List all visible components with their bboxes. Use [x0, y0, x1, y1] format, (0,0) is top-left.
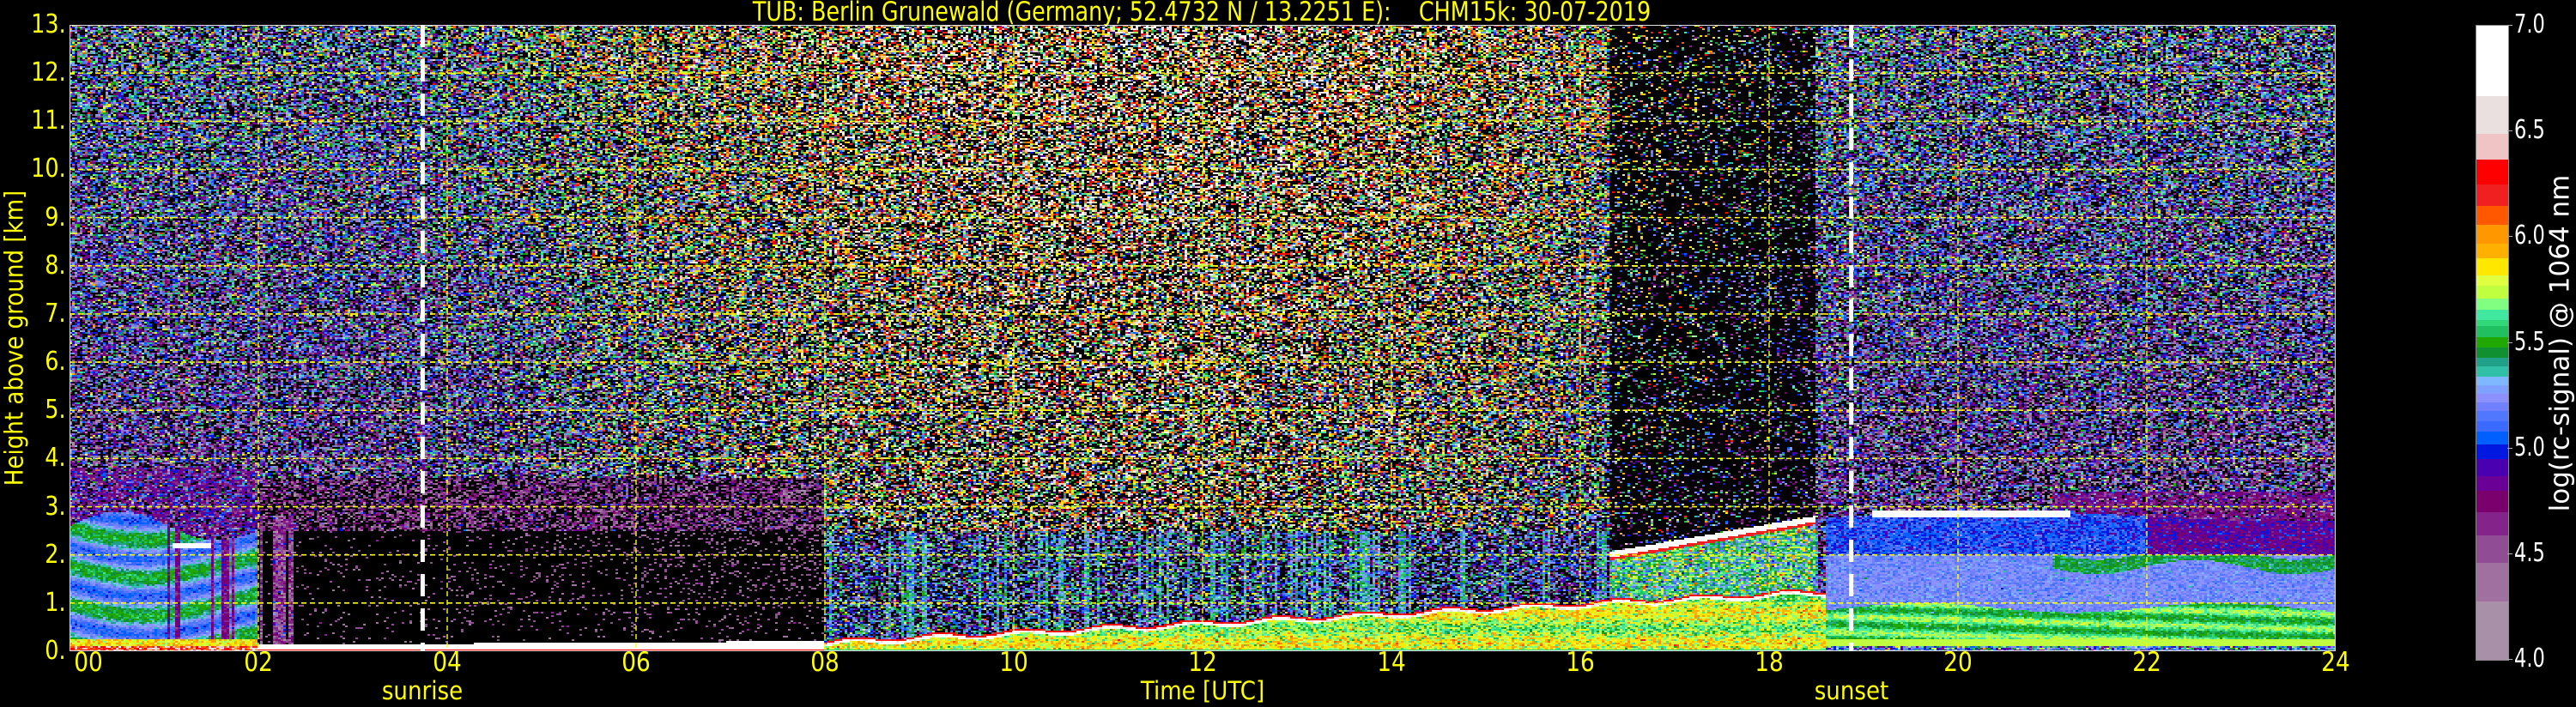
y-tick-label: 0.: [45, 636, 66, 666]
colorbar-segment: [2476, 562, 2508, 601]
x-tick-label: 16: [1566, 647, 1595, 678]
axes-frame: [70, 25, 2336, 651]
colorbar-segment: [2476, 475, 2508, 492]
colorbar-segment: [2476, 159, 2508, 185]
y-tick-label: 8.: [45, 250, 66, 281]
colorbar-segment: [2476, 535, 2508, 564]
x-tick-label: 00: [74, 647, 103, 678]
colorbar-segment: [2476, 257, 2508, 276]
colorbar-segment: [2476, 420, 2508, 432]
colorbar-segment: [2476, 402, 2508, 411]
colorbar-tick-mark: [2507, 659, 2512, 660]
colorbar-segment: [2476, 384, 2508, 395]
colorbar-segment: [2476, 336, 2508, 347]
colorbar-segment: [2476, 298, 2508, 310]
colorbar-segment: [2476, 366, 2508, 378]
colorbar-tick-mark: [2507, 341, 2512, 343]
colorbar-segment: [2476, 490, 2508, 513]
colorbar-tick-mark: [2507, 130, 2512, 132]
colorbar-label: log(rc-signal) @ 1064 nm: [2544, 174, 2576, 512]
colorbar-tick-mark: [2507, 25, 2512, 26]
colorbar-segment: [2476, 325, 2508, 337]
x-tick-label: 12: [1188, 647, 1217, 678]
colorbar-segment: [2476, 205, 2508, 226]
y-tick-label: 9.: [45, 202, 66, 233]
colorbar-segment: [2476, 224, 2508, 245]
colorbar-segment: [2476, 285, 2508, 299]
x-tick-label: 02: [244, 647, 273, 678]
y-tick-label: 7.: [45, 298, 66, 329]
colorbar-segment: [2476, 458, 2508, 477]
colorbar-tick-mark: [2507, 236, 2512, 238]
y-tick-label: 4.: [45, 443, 66, 474]
x-axis-label: Time [UTC]: [1140, 676, 1265, 705]
colorbar-tick-label: 4.0: [2514, 644, 2545, 674]
y-tick-label: 12.: [31, 57, 66, 88]
y-tick-label: 2.: [45, 539, 66, 570]
colorbar-tick-mark: [2507, 553, 2512, 554]
colorbar-segment: [2476, 511, 2508, 536]
colorbar-segment: [2476, 410, 2508, 422]
colorbar: [2476, 25, 2509, 661]
colorbar-segment: [2476, 309, 2508, 320]
plot-area: [70, 25, 2336, 651]
x-tick-label: 24: [2321, 647, 2350, 678]
grid-overlay: [70, 25, 2336, 651]
x-tick-label: 10: [999, 647, 1028, 678]
colorbar-segment: [2476, 393, 2508, 402]
y-tick-label: 11.: [31, 106, 66, 136]
y-tick-label: 6.: [45, 347, 66, 378]
colorbar-segment: [2476, 133, 2508, 160]
colorbar-segment: [2476, 347, 2508, 359]
colorbar-segment: [2476, 95, 2508, 135]
x-tick-label: 18: [1755, 647, 1784, 678]
colorbar-segment: [2476, 184, 2508, 206]
y-tick-label: 10.: [31, 154, 66, 184]
colorbar-tick-label: 6.0: [2514, 221, 2545, 251]
colorbar-tick-label: 5.5: [2514, 326, 2545, 357]
colorbar-segment: [2476, 26, 2508, 96]
colorbar-segment: [2476, 431, 2508, 445]
colorbar-segment: [2476, 357, 2508, 367]
colorbar-segment: [2476, 376, 2508, 386]
colorbar-tick-mark: [2507, 447, 2512, 449]
colorbar-segment: [2476, 601, 2508, 661]
x-tick-label: 04: [433, 647, 462, 678]
x-tick-label: 14: [1377, 647, 1406, 678]
x-tick-label: 20: [1943, 647, 1973, 678]
y-tick-label: 5.: [45, 395, 66, 426]
colorbar-segment: [2476, 243, 2508, 259]
y-tick-label: 13.: [31, 9, 66, 39]
sunset-label: sunset: [1814, 676, 1888, 705]
y-tick-label: 1.: [45, 587, 66, 618]
x-tick-label: 06: [621, 647, 651, 678]
x-tick-label: 22: [2132, 647, 2161, 678]
colorbar-tick-label: 7.0: [2514, 9, 2545, 39]
x-tick-label: 08: [810, 647, 839, 678]
chart-title: TUB: Berlin Grunewald (Germany; 52.4732 …: [752, 0, 1652, 27]
colorbar-tick-label: 6.5: [2514, 115, 2545, 146]
colorbar-segment: [2476, 444, 2508, 460]
y-axis-label: Height above ground [km]: [0, 190, 29, 486]
sunrise-label: sunrise: [382, 676, 464, 705]
colorbar-segment: [2476, 275, 2508, 287]
colorbar-tick-label: 4.5: [2514, 537, 2545, 568]
colorbar-tick-label: 5.0: [2514, 432, 2545, 462]
colorbar-segment: [2476, 319, 2508, 327]
y-tick-label: 3.: [45, 491, 66, 522]
